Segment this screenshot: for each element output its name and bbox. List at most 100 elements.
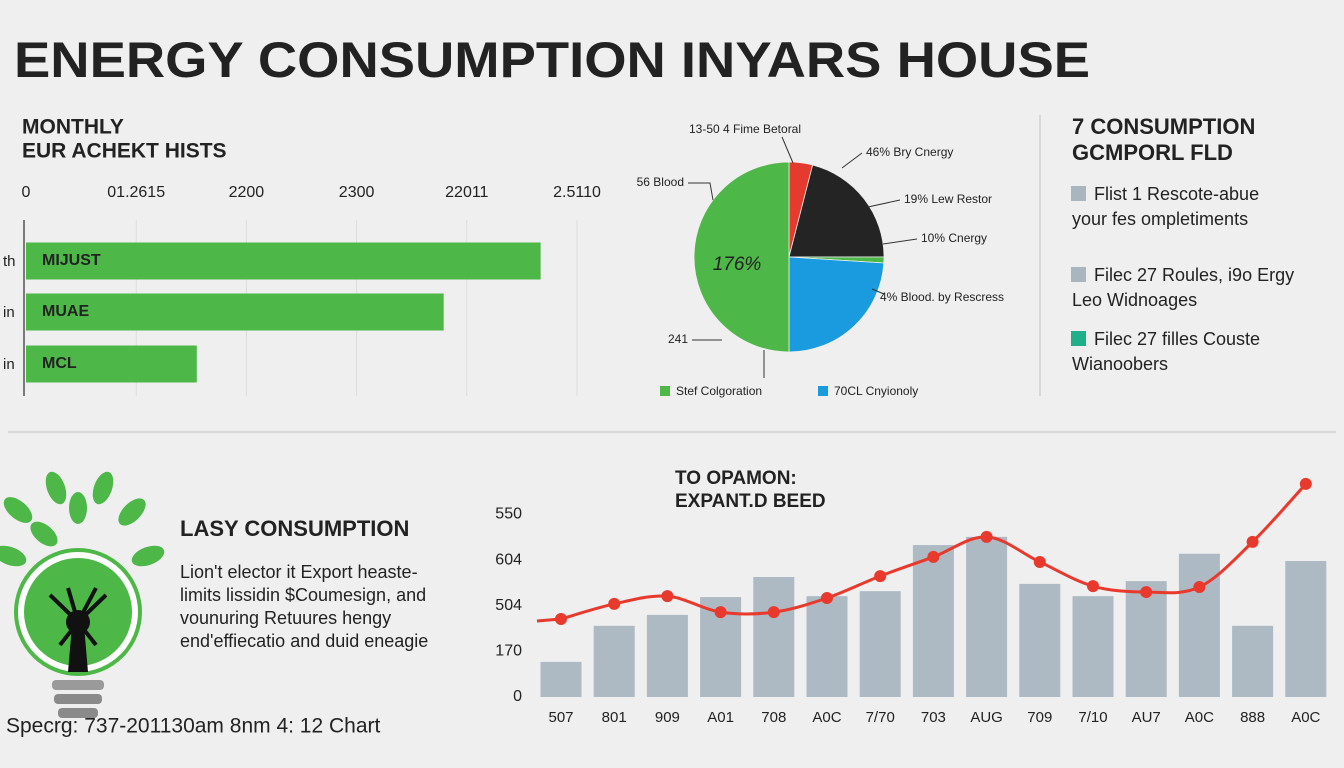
line-point [980,530,993,543]
item-text: your fes ompletiments [1072,209,1248,229]
bar [26,293,444,331]
leaf [3,497,33,523]
bar [26,242,541,280]
legend-swatch [818,386,828,396]
leaf [45,471,67,505]
x-tick-label: 708 [761,709,786,726]
bar [540,661,582,697]
pie-slice [693,161,790,353]
line-point [1087,580,1099,593]
bar [912,545,954,697]
leaf [131,545,165,567]
legend-label: Stef Colgoration [676,384,762,398]
leader-line [841,152,863,169]
leader-line [688,182,714,201]
x-tick-label: 22011 [445,184,488,201]
item-text: Leo Widnoages [1072,290,1197,310]
pie-annotation: 56 Blood [637,175,684,189]
bar [806,596,848,697]
line-point [555,612,567,625]
leaf [30,521,58,547]
line-point [661,590,674,603]
bar [1232,625,1274,697]
bar [1178,553,1220,697]
x-tick-label: A0C [1291,709,1320,726]
x-tick-label: 703 [921,709,946,726]
x-tick-label: 01.2615 [107,184,165,201]
leaf [92,471,114,505]
row-label: th [3,253,16,270]
line-point [927,550,940,563]
pie-annotation: 19% Lew Restor [904,192,992,206]
y-tick-label: 0 [513,688,522,705]
legend-label: 70CL Cnyionoly [834,384,918,398]
x-tick-label: AU7 [1132,709,1161,726]
bulb-base [52,680,104,690]
chart-title: MONTHLY [22,116,124,139]
pie-center-label: 176% [713,254,762,275]
bulb-icon [0,471,165,718]
x-tick-label: A0C [812,709,841,726]
tower [68,625,88,672]
feature-heading: LASY CONSUMPTION [180,516,409,541]
bar [26,345,197,383]
leader-line [882,238,918,245]
page-title: ENERGY CONSUMPTION INYARS HOUSE [14,32,1090,88]
item-swatch [1071,331,1086,346]
x-tick-label: A01 [707,709,734,726]
x-tick-label: 7/70 [866,709,895,726]
y-tick-label: 170 [495,643,522,660]
item-text: Flist 1 Rescote-abue [1094,184,1259,204]
pie-annotation: 46% Bry Cnergy [866,145,953,159]
bar [593,625,635,697]
x-tick-label: 801 [602,709,627,726]
pie-annotation: 4% Blood. by Rescress [880,290,1004,304]
x-tick-label: 7/10 [1078,709,1107,726]
bar [1125,581,1167,697]
line-point [608,597,621,610]
bar [1285,561,1327,697]
line-point [1299,477,1312,490]
line-point [874,570,887,583]
bar-label: MUAE [42,303,89,320]
x-tick-label: A0C [1185,709,1214,726]
x-tick-label: 2300 [339,184,375,201]
feature-text: Lion't elector it Export heaste- [180,562,418,582]
pie-annotation: 13-50 4 Fime Betoral [689,122,801,136]
feature-text: limits lissidin $Coumesign, and [180,585,426,605]
line-point [1140,586,1153,599]
pie-annotation: 241 [668,332,688,346]
footer: Specrg: 737-201130am 8nm 4: 12 Chart [6,715,381,738]
row-label: in [3,356,15,373]
line-point [1193,581,1206,594]
item-swatch [1071,186,1086,201]
line-point [767,606,780,619]
tower-arms [48,587,108,647]
bar [859,591,901,697]
feature-text: vounuring Retuures hengy [180,608,391,628]
line-point [1033,555,1046,568]
bar-label: MCL [42,355,77,372]
bar [966,536,1008,697]
item-text: Wianoobers [1072,354,1168,374]
chart-title: EXPANT.D BEED [675,491,826,512]
pie-slice [788,256,885,353]
x-tick-label: 888 [1240,709,1265,726]
x-tick-label: 709 [1027,709,1052,726]
bulb-base [54,694,102,704]
bar [753,577,795,697]
x-tick-label: AUG [970,709,1003,726]
item-text: Filec 27 Roules, i9o Ergy [1094,265,1294,285]
pie-annotation: 10% Cnergy [921,231,987,245]
x-tick-label: 2.5110 [553,184,601,201]
x-tick-label: 0 [22,184,31,201]
legend-swatch [660,386,670,396]
item-text: Filec 27 filles Couste [1094,329,1260,349]
bar-label: MIJUST [42,252,101,269]
leader-line [871,288,885,295]
x-tick-label: 507 [548,709,573,726]
leaf [118,498,146,526]
bar [1072,596,1114,697]
x-tick-label: 2200 [229,184,265,201]
